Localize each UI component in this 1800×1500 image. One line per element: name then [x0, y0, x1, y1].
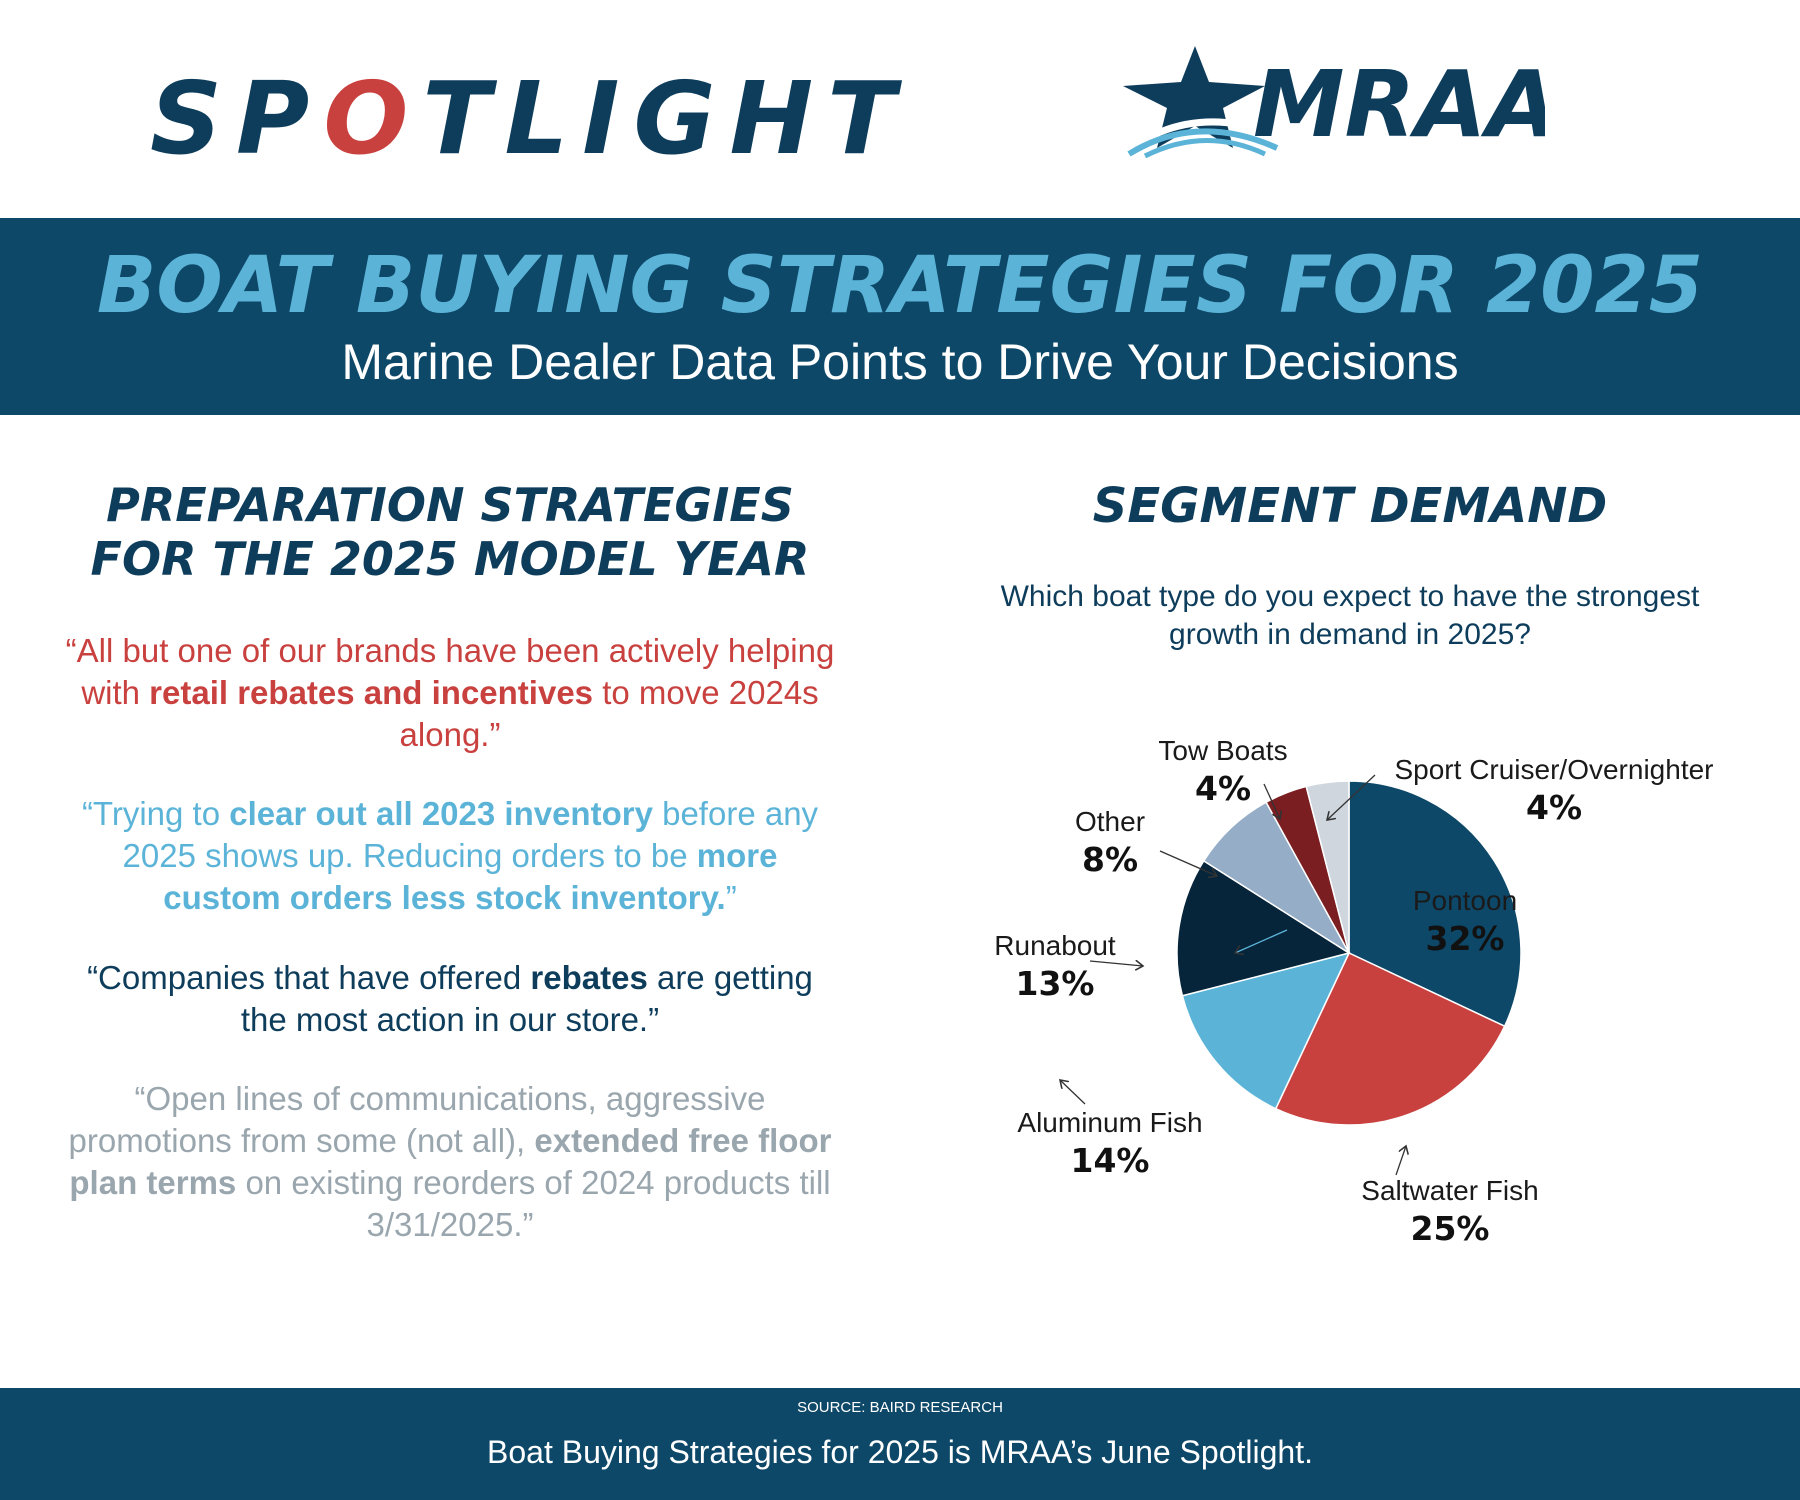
slice-value-sport-cruiser: 4%: [1526, 788, 1582, 827]
slice-value-other: 8%: [1082, 840, 1138, 879]
pie-slice-sport-cruiser: [1305, 780, 1350, 954]
slice-value-saltwater-fish: 25%: [1411, 1209, 1490, 1248]
page-title: BOAT BUYING STRATEGIES FOR 2025: [96, 241, 1704, 331]
slice-label-other: Other: [1075, 806, 1145, 837]
leader-line-sport-cruiser: [1327, 774, 1376, 820]
slice-value-tow-boats: 4%: [1195, 769, 1251, 808]
title-banner: BOAT BUYING STRATEGIES FOR 2025 Marine D…: [0, 218, 1800, 415]
quote-rebates-incentives: “All but one of our brands have been act…: [65, 632, 835, 753]
page-subtitle: Marine Dealer Data Points to Drive Your …: [341, 334, 1459, 390]
quote-floor-plan: “Open lines of communications, aggressiv…: [68, 1080, 832, 1243]
slice-value-aluminum-fish: 14%: [1071, 1141, 1150, 1180]
pie-slice-pontoon: [1348, 780, 1522, 1028]
slice-value-pontoon: 32%: [1426, 919, 1505, 958]
star-boat-icon: [1122, 46, 1287, 159]
leader-line-other: [1159, 850, 1217, 876]
slice-label-tow-boats: Tow Boats: [1158, 735, 1287, 766]
segment-demand-heading: SEGMENT DEMAND: [1092, 478, 1608, 534]
spotlight-logo: SPOTLIGHT: [150, 60, 910, 177]
quote-rebates-action: “Companies that have offered rebates are…: [87, 959, 813, 1038]
leader-line-aluminum-fish: [1060, 1080, 1086, 1105]
slice-value-runabout: 13%: [1016, 964, 1095, 1003]
chart-question: Which boat type do you expect to have th…: [1000, 580, 1700, 651]
leader-line-pontoon: [1235, 929, 1288, 953]
source-note: SOURCE: BAIRD RESEARCH: [797, 1399, 1003, 1416]
pie-slice-aluminum-fish: [1181, 951, 1351, 1110]
mraa-logo: MRAA: [1122, 46, 1545, 159]
slice-label-pontoon: Pontoon: [1413, 885, 1517, 916]
leader-line-saltwater-fish: [1395, 1146, 1406, 1176]
pie-slice-saltwater-fish: [1274, 952, 1506, 1126]
slice-label-runabout: Runabout: [994, 930, 1116, 961]
slice-label-sport-cruiser: Sport Cruiser/Overnighter: [1394, 754, 1713, 785]
footer-text: Boat Buying Strategies for 2025 is MRAA’…: [487, 1434, 1313, 1470]
slice-label-saltwater-fish: Saltwater Fish: [1361, 1175, 1538, 1206]
preparation-heading: PREPARATION STRATEGIES FOR THE 2025 MODE…: [90, 478, 810, 586]
spotlight-logo-accent: O: [323, 60, 423, 177]
leader-line-runabout: [1089, 961, 1143, 966]
leader-line-tow-boats: [1263, 783, 1280, 819]
mraa-logo-text: MRAA: [1253, 51, 1545, 158]
slice-label-aluminum-fish: Aluminum Fish: [1017, 1107, 1202, 1138]
quote-clear-inventory: “Trying to clear out all 2023 inventory …: [81, 795, 819, 916]
footer-bar: SOURCE: BAIRD RESEARCH Boat Buying Strat…: [0, 1388, 1800, 1500]
